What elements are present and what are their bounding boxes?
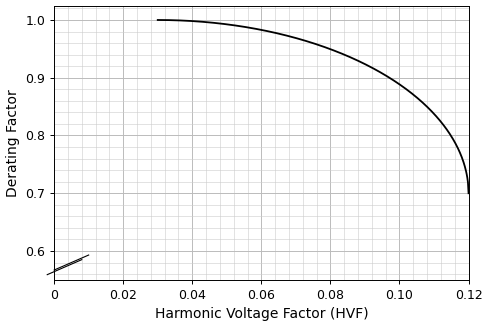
X-axis label: Harmonic Voltage Factor (HVF): Harmonic Voltage Factor (HVF)	[155, 307, 368, 321]
Y-axis label: Derating Factor: Derating Factor	[5, 89, 20, 197]
